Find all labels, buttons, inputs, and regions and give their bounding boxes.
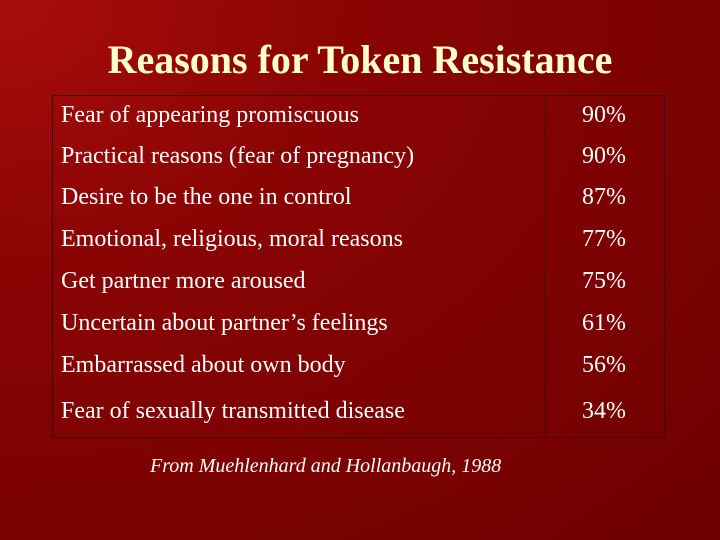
reason-label: Emotional, religious, moral reasons xyxy=(61,226,403,252)
reason-label: Fear of appearing promiscuous xyxy=(61,102,359,128)
reason-label: Desire to be the one in control xyxy=(61,184,352,210)
percent-value: 90% xyxy=(582,143,626,169)
reason-label: Practical reasons (fear of pregnancy) xyxy=(61,143,415,169)
percent-value: 75% xyxy=(582,268,626,294)
percent-value: 90% xyxy=(582,102,626,128)
reason-label: Embarrassed about own body xyxy=(61,352,346,378)
column-divider xyxy=(545,95,546,438)
reason-label: Get partner more aroused xyxy=(61,268,306,294)
table-border xyxy=(52,95,665,438)
reason-label: Fear of sexually transmitted disease xyxy=(61,398,405,424)
percent-value: 87% xyxy=(582,184,626,210)
slide-title: Reasons for Token Resistance xyxy=(107,37,613,82)
percent-value: 61% xyxy=(582,310,626,336)
footnote: From Muehlenhard and Hollanbaugh, 1988 xyxy=(150,455,502,477)
percent-value: 34% xyxy=(582,398,626,424)
reason-label: Uncertain about partner’s feelings xyxy=(61,310,388,336)
percent-value: 77% xyxy=(582,226,626,252)
percent-value: 56% xyxy=(582,352,626,378)
